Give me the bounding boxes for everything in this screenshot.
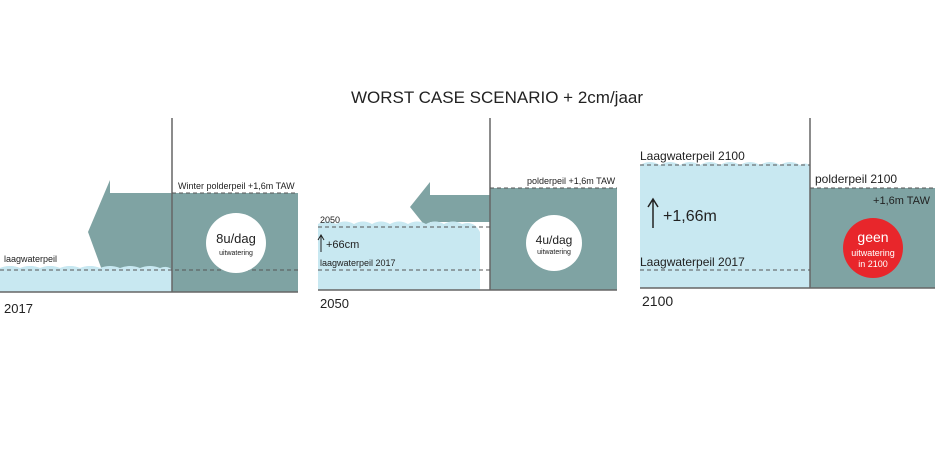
label: Winter polderpeil +1,6m TAW <box>178 181 295 191</box>
circle-text: uitwatering <box>851 248 895 258</box>
label: Laagwaterpeil 2100 <box>640 149 745 163</box>
label: polderpeil 2100 <box>815 172 897 186</box>
label: +1,6m TAW <box>873 195 931 207</box>
water <box>318 221 480 290</box>
circle-text: 4u/dag <box>536 233 573 247</box>
year: 2017 <box>4 301 33 316</box>
circle <box>526 215 582 271</box>
panel-2050: 4u/dag uitwatering 2050 +66cm laagwaterp… <box>317 118 617 311</box>
panel-2017: 8u/dag uitwatering laagwaterpeil Winter … <box>0 118 298 316</box>
label: Laagwaterpeil 2017 <box>640 255 745 269</box>
panel-2100: Laagwaterpeil 2100 +1,66m Laagwaterpeil … <box>640 118 935 309</box>
water <box>640 162 810 288</box>
label: laagwaterpeil <box>4 254 57 264</box>
year: 2050 <box>320 296 349 311</box>
arrow <box>410 182 490 232</box>
circle-text: uitwatering <box>537 249 571 256</box>
rise-arrow <box>647 197 659 228</box>
rise-arrow <box>317 234 325 252</box>
circle-text: 8u/dag <box>216 231 256 246</box>
label: polderpeil +1,6m TAW <box>527 176 616 186</box>
circle <box>843 218 903 278</box>
circle <box>206 213 266 273</box>
year: 2100 <box>642 293 673 309</box>
label: +66cm <box>326 239 359 251</box>
water <box>0 266 172 292</box>
title: WORST CASE SCENARIO + 2cm/jaar <box>351 88 643 107</box>
label: +1,66m <box>663 208 717 225</box>
circle-text: uitwatering <box>219 250 253 257</box>
label: laagwaterpeil 2017 <box>320 258 396 268</box>
label: 2050 <box>320 215 340 225</box>
circle-text: in 2100 <box>858 259 888 269</box>
circle-text: geen <box>857 229 888 245</box>
